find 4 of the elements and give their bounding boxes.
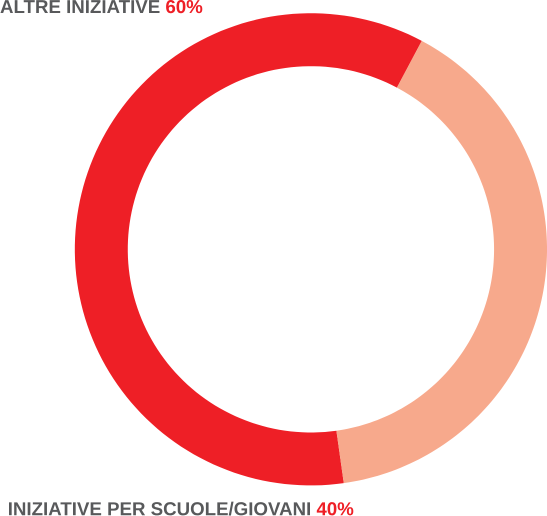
slice-label: ALTRE INIZIATIVE xyxy=(0,0,160,14)
slice-label: INIZIATIVE PER SCUOLE/GIOVANI xyxy=(8,502,310,516)
data-label: 40% xyxy=(316,502,354,516)
data-label: 60% xyxy=(166,0,202,14)
